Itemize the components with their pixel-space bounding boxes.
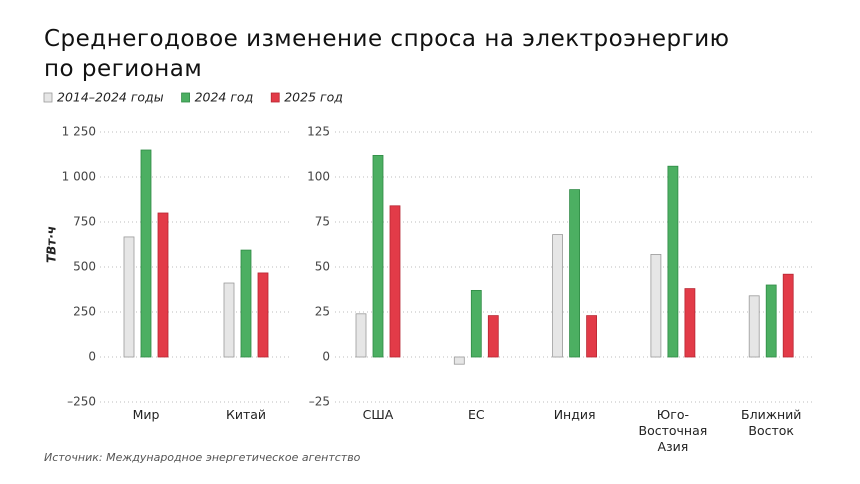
y-tick-label: 125 [307, 125, 330, 139]
bar [748, 295, 760, 358]
legend-label: 2014–2024 годы [57, 90, 164, 105]
bar [240, 249, 252, 358]
bar [223, 282, 235, 358]
y-tick-label: 75 [315, 215, 330, 229]
y-tick-label: 500 [73, 260, 96, 274]
bar [123, 236, 135, 358]
title: Среднегодовое изменение спроса на электр… [44, 26, 730, 82]
x-tick-label: Юго-Восточная Азия [638, 407, 708, 454]
bar [157, 212, 169, 358]
y-tick-label: 1 250 [62, 125, 96, 139]
legend-swatch [43, 92, 53, 103]
bar [257, 272, 269, 358]
bar [355, 313, 367, 358]
legend-label: 2024 год [195, 90, 254, 105]
bar [487, 315, 499, 358]
y-tick-label: –250 [67, 395, 96, 409]
source: Источник: Международное энергетическое а… [44, 451, 361, 464]
y-tick-label: 250 [73, 305, 96, 319]
y-tick-label: 25 [315, 305, 330, 319]
bar [453, 356, 465, 365]
bar [552, 234, 563, 358]
legend-label: 2025 год [284, 90, 343, 105]
x-tick-label: Китай [225, 407, 267, 422]
bar [470, 289, 482, 358]
bar [586, 315, 597, 358]
legend-swatch [181, 92, 190, 103]
legend-swatch [270, 92, 280, 103]
bar [140, 149, 152, 358]
y-tick-label: 1 000 [62, 170, 96, 184]
bar [389, 205, 401, 358]
y-tick-label: 750 [73, 215, 96, 229]
bar [782, 273, 794, 358]
x-tick-label: Мир [132, 407, 160, 422]
x-tick-label: ЕС [467, 407, 485, 422]
y-tick-label: 100 [307, 170, 330, 184]
bar [569, 189, 580, 358]
x-tick-label: Ближний Восток [741, 407, 802, 438]
y-tick-label: 50 [315, 260, 330, 274]
y-tick-label: 0 [88, 350, 96, 364]
bar [650, 253, 662, 358]
y-axis-label: ТВт·ч [45, 226, 59, 263]
bar [765, 284, 777, 358]
y-tick-label: –25 [309, 395, 330, 409]
y-tick-label: 0 [322, 350, 330, 364]
bar [684, 288, 696, 358]
x-tick-label: США [362, 407, 394, 422]
x-tick-label: Индия [553, 407, 596, 422]
bar [667, 165, 679, 358]
bar [372, 154, 384, 358]
